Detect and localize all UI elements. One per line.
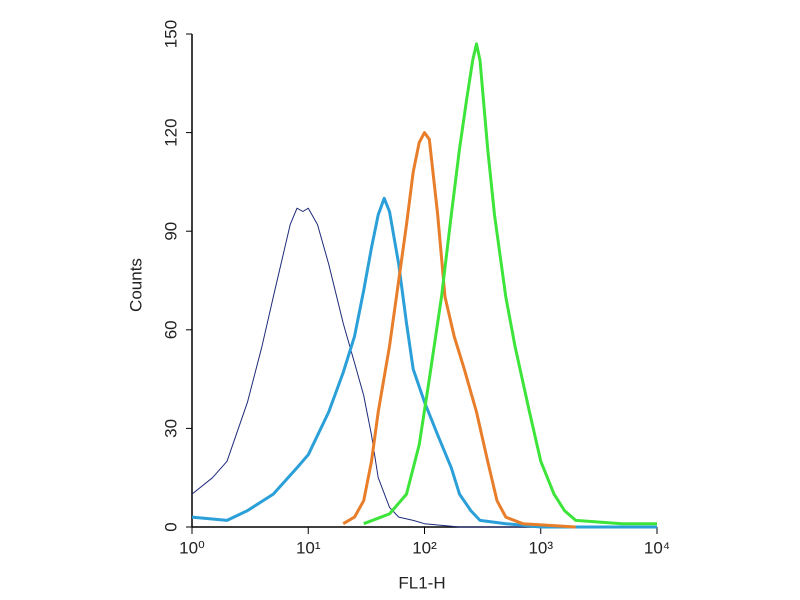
y-tick-label: 60 (161, 320, 180, 339)
x-tick-label: 10⁰ (179, 538, 205, 557)
x-axis-label: FL1-H (398, 573, 445, 592)
y-tick-label: 30 (161, 419, 180, 438)
y-tick-label: 90 (161, 222, 180, 241)
y-tick-label: 0 (161, 522, 180, 531)
histogram-line (191, 196, 657, 529)
y-axis-label: Counts (126, 258, 145, 312)
x-tick-label: 10³ (528, 538, 553, 557)
y-tick-label: 120 (161, 118, 180, 146)
x-tick-label: 10⁴ (644, 538, 670, 557)
histogram-line (342, 131, 576, 529)
histogram-line (363, 42, 657, 526)
y-tick-label: 150 (161, 20, 180, 48)
x-tick-label: 10² (412, 538, 437, 557)
histogram-line (191, 207, 541, 528)
x-tick-label: 10¹ (296, 538, 321, 557)
